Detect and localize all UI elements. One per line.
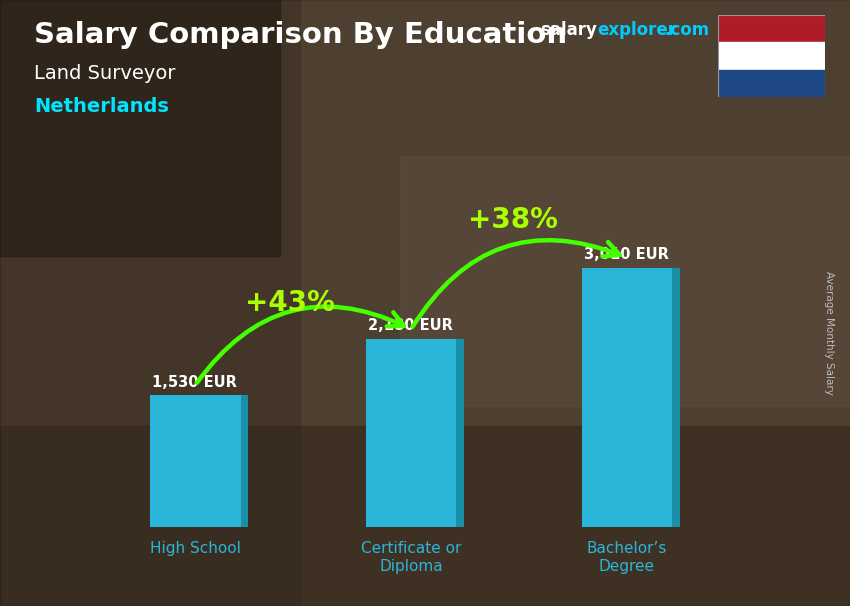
Text: 1,530 EUR: 1,530 EUR — [152, 375, 237, 390]
Text: Land Surveyor: Land Surveyor — [34, 64, 175, 82]
Text: 3,010 EUR: 3,010 EUR — [584, 247, 669, 262]
Text: +38%: +38% — [468, 206, 558, 234]
Text: Netherlands: Netherlands — [34, 97, 169, 116]
Bar — [150, 396, 241, 527]
Bar — [456, 339, 464, 527]
Text: Average Monthly Salary: Average Monthly Salary — [824, 271, 834, 395]
Bar — [400, 156, 850, 406]
Bar — [581, 268, 672, 527]
Bar — [718, 42, 824, 70]
Bar — [672, 268, 679, 527]
Bar — [0, 0, 300, 606]
Text: salary: salary — [540, 21, 597, 39]
Text: explorer: explorer — [598, 21, 677, 39]
Text: 2,180 EUR: 2,180 EUR — [368, 319, 453, 333]
Bar — [718, 15, 824, 42]
Bar — [241, 396, 248, 527]
Text: Salary Comparison By Education: Salary Comparison By Education — [34, 21, 567, 49]
Bar — [0, 0, 280, 256]
Text: .com: .com — [665, 21, 710, 39]
Text: +43%: +43% — [246, 289, 335, 318]
Bar — [718, 70, 824, 97]
Bar — [0, 426, 850, 606]
Bar — [366, 339, 456, 527]
